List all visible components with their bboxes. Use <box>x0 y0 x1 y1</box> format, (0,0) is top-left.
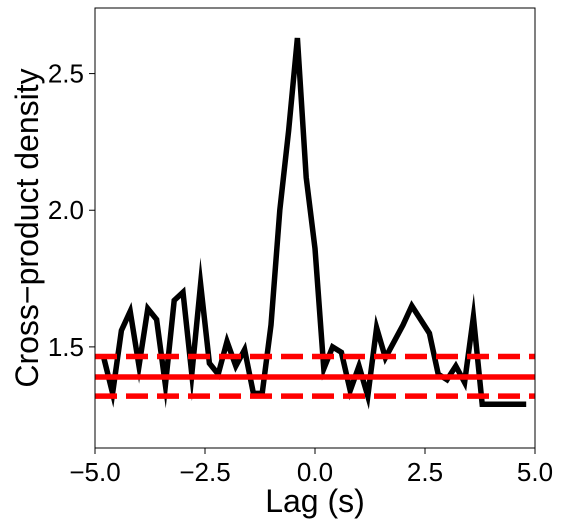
x-tick-label: 2.5 <box>407 457 443 487</box>
x-tick-label: 5.0 <box>517 457 553 487</box>
y-tick-label: 1.5 <box>48 332 84 362</box>
y-tick-label: 2.0 <box>48 195 84 225</box>
x-tick-label: −2.5 <box>179 457 230 487</box>
plot-area <box>95 37 535 410</box>
y-axis: 1.5 2.0 2.5 <box>48 59 95 362</box>
y-axis-label: Cross−product density <box>9 68 45 387</box>
x-tick-label: 0.0 <box>297 457 333 487</box>
series-line-0 <box>101 37 527 410</box>
x-tick-label: −5.0 <box>69 457 120 487</box>
x-axis: −5.0 −2.5 0.0 2.5 5.0 <box>69 448 553 487</box>
y-tick-label: 2.5 <box>48 59 84 89</box>
x-axis-label: Lag (s) <box>265 483 365 519</box>
